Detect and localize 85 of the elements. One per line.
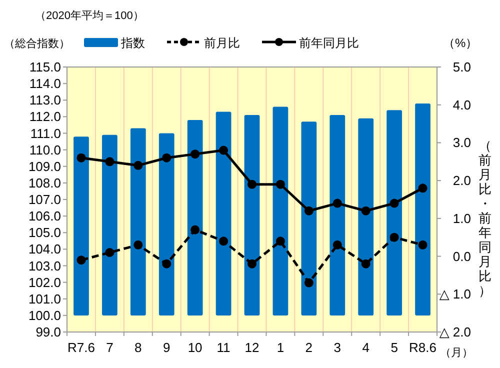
point (418, 184, 428, 193)
point (105, 248, 114, 257)
point (105, 157, 114, 166)
legend-label: 前月比 (204, 36, 240, 50)
bar (130, 128, 146, 316)
bar (74, 136, 89, 316)
y2-tick-label: 1.0 (452, 210, 471, 226)
x-tick-label: 9 (163, 340, 170, 355)
point (418, 240, 428, 250)
x-tick-label: 12 (244, 340, 260, 355)
point (134, 240, 143, 250)
bar (244, 115, 260, 316)
point (276, 180, 285, 189)
point (361, 206, 370, 216)
x-tick-label: 5 (390, 340, 398, 355)
y2-tick-label: △ 2.0 (439, 324, 471, 340)
point (390, 232, 399, 242)
point (134, 160, 143, 170)
bar (330, 115, 346, 316)
bar (358, 118, 374, 316)
x-tick-label: R8.6 (409, 340, 437, 355)
x-tick-label: 11 (216, 340, 230, 355)
chart-subtitle: （2020年平均＝100） (35, 10, 144, 22)
x-tick-label: 1 (276, 340, 284, 355)
y-tick-label: 100.0 (28, 308, 61, 323)
y-tick-label: 109.0 (28, 158, 61, 174)
point (162, 153, 172, 162)
bar (386, 110, 402, 316)
y-tick-label: 101.0 (28, 291, 61, 306)
x-tick-label: 2 (305, 340, 313, 355)
y-tick-label: 104.0 (28, 242, 61, 257)
point (190, 225, 200, 234)
y-tick-label: 105.0 (28, 225, 61, 240)
point (361, 259, 370, 268)
y-tick-label: 108.0 (28, 175, 61, 190)
x-tick-label: 10 (188, 340, 202, 355)
y2-tick-label: 3.0 (452, 135, 471, 150)
y-tick-label: 103.0 (28, 258, 61, 274)
y-tick-label: 102.0 (28, 274, 61, 290)
y-tick-label: 115.0 (29, 60, 61, 74)
point (390, 198, 399, 208)
y-tick-label: 99.0 (36, 324, 61, 340)
point (190, 150, 200, 159)
y2-tick-label: 5.0 (452, 60, 471, 74)
x-tick-label: 8 (134, 340, 142, 355)
point (304, 278, 314, 288)
point (248, 180, 256, 189)
point (332, 240, 342, 250)
point (304, 206, 314, 216)
bar (301, 122, 317, 316)
y-tick-label: 114.0 (29, 76, 61, 92)
point (162, 259, 172, 268)
point (248, 259, 256, 268)
point (76, 256, 86, 265)
bar (272, 106, 288, 316)
y-tick-label: 107.0 (28, 192, 61, 207)
x-tick-label: 4 (362, 340, 370, 355)
point (219, 146, 228, 155)
text: （%） (443, 36, 478, 50)
y-tick-label: 110.0 (29, 142, 61, 158)
y2-tick-label: 0.0 (452, 248, 471, 264)
x-tick-label: 3 (334, 340, 341, 355)
y2-tick-label: 4.0 (452, 97, 471, 112)
legend-label: 指数 (120, 36, 145, 50)
point (76, 153, 86, 162)
point (219, 236, 228, 246)
bar (415, 103, 430, 316)
x-tick-label: R7.6 (67, 340, 95, 355)
bar (102, 134, 118, 316)
y-tick-label: 111.0 (30, 126, 61, 141)
y2-tick-label: △ 1.0 (439, 286, 471, 302)
y-tick-label: 112.0 (29, 109, 61, 124)
y-tick-label: 113.0 (29, 92, 61, 108)
y2-tick-label: 2.0 (452, 173, 471, 188)
text: （前月比・前年同月比） (478, 138, 492, 298)
bar (216, 112, 232, 316)
bar (158, 133, 174, 316)
x-tick-label: 7 (106, 340, 114, 355)
legend-label: 前年同月比 (299, 36, 359, 50)
x-axis-title: （月） (440, 347, 473, 359)
y-tick-label: 106.0 (28, 208, 61, 224)
point (332, 198, 342, 208)
point (276, 236, 285, 246)
y-axis-title: （総合指数） (4, 37, 70, 50)
bar (187, 120, 203, 316)
